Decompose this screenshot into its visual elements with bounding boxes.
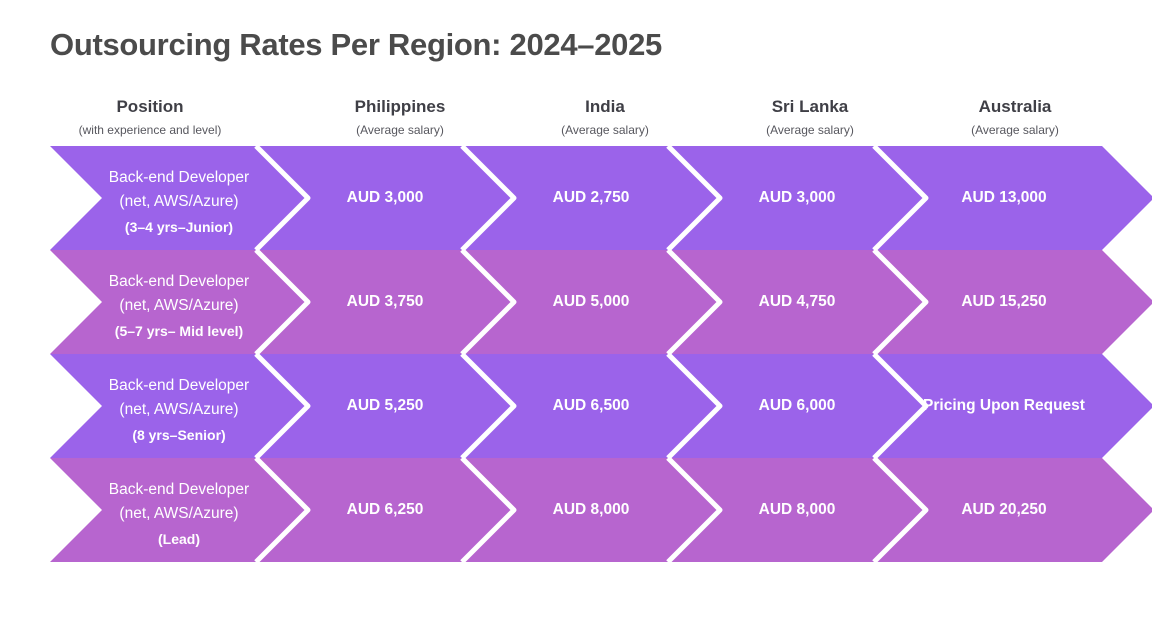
column-header-subtitle: (Average salary) — [766, 123, 854, 137]
column-header-title: Sri Lanka — [771, 97, 849, 116]
column-header-title: Position — [116, 97, 184, 116]
cell-separator — [254, 456, 311, 564]
cell-separator — [872, 456, 929, 564]
cell-separator — [460, 248, 517, 356]
cell-separator — [460, 456, 517, 564]
cell-separator — [666, 456, 723, 564]
salary-cell: Pricing Upon Request — [923, 397, 1085, 414]
table-header-row: Position (with experience and level) Phi… — [50, 96, 1102, 142]
cell-separator — [666, 144, 723, 252]
salary-cell: AUD 8,000 — [552, 501, 630, 518]
column-header-subtitle: (with experience and level) — [78, 123, 222, 137]
position-cell-stack: (net, AWS/Azure) — [119, 297, 239, 314]
salary-cell: AUD 5,000 — [552, 293, 630, 310]
chevron-row[interactable] — [50, 354, 1152, 458]
column-header-title: Philippines — [354, 97, 446, 116]
cell-separator — [666, 248, 723, 356]
column-header-australia: Australia (Average salary) — [870, 96, 1152, 139]
cell-separator — [872, 248, 929, 356]
cell-separator — [460, 144, 517, 252]
position-cell-stack: (net, AWS/Azure) — [119, 401, 239, 418]
salary-cell: AUD 6,500 — [552, 397, 630, 414]
column-header-title: Australia — [978, 97, 1052, 116]
salary-cell: AUD 6,250 — [346, 501, 424, 518]
position-cell-role: Back-end Developer — [108, 481, 250, 498]
cell-separator — [460, 352, 517, 460]
position-cell-stack: (net, AWS/Azure) — [119, 193, 239, 210]
position-cell-role: Back-end Developer — [108, 169, 250, 186]
column-header-philippines: Philippines (Average salary) — [255, 96, 545, 139]
position-cell-experience: (3–4 yrs–Junior) — [124, 219, 234, 235]
cell-separator — [254, 248, 311, 356]
position-cell-stack: (net, AWS/Azure) — [119, 505, 239, 522]
chevron-row[interactable] — [50, 146, 1152, 250]
salary-cell: AUD 13,000 — [961, 189, 1047, 206]
salary-cell: AUD 3,000 — [758, 189, 836, 206]
cell-separator — [872, 144, 929, 252]
page-title: Outsourcing Rates Per Region: 2024–2025 — [50, 27, 662, 62]
position-cell-experience: (5–7 yrs– Mid level) — [114, 323, 244, 339]
column-header-position: Position (with experience and level) — [50, 96, 250, 139]
salary-cell: AUD 20,250 — [961, 501, 1047, 518]
salary-cell: AUD 4,750 — [758, 293, 836, 310]
chevron-row[interactable] — [50, 458, 1152, 562]
salary-cell: AUD 5,250 — [346, 397, 424, 414]
column-header-title: India — [585, 97, 625, 116]
column-header-subtitle: (Average salary) — [561, 123, 649, 137]
column-header-subtitle: (Average salary) — [356, 123, 444, 137]
cell-separator — [254, 352, 311, 460]
salary-cell: AUD 2,750 — [552, 189, 630, 206]
salary-cell: AUD 6,000 — [758, 397, 836, 414]
salary-cell: AUD 15,250 — [961, 293, 1047, 310]
position-cell-role: Back-end Developer — [108, 273, 250, 290]
salary-cell: AUD 3,750 — [346, 293, 424, 310]
position-cell-experience: (Lead) — [158, 531, 200, 547]
column-header-sri-lanka: Sri Lanka (Average salary) — [665, 96, 955, 139]
cell-separator — [666, 352, 723, 460]
salary-cell: AUD 8,000 — [758, 501, 836, 518]
column-header-subtitle: (Average salary) — [971, 123, 1059, 137]
column-header-india: India (Average salary) — [460, 96, 750, 139]
salary-cell: AUD 3,000 — [346, 189, 424, 206]
cell-separator — [872, 352, 929, 460]
chevron-row[interactable] — [50, 250, 1152, 354]
position-cell-experience: (8 yrs–Senior) — [132, 427, 226, 443]
cell-separator — [254, 144, 311, 252]
position-cell-role: Back-end Developer — [108, 377, 250, 394]
